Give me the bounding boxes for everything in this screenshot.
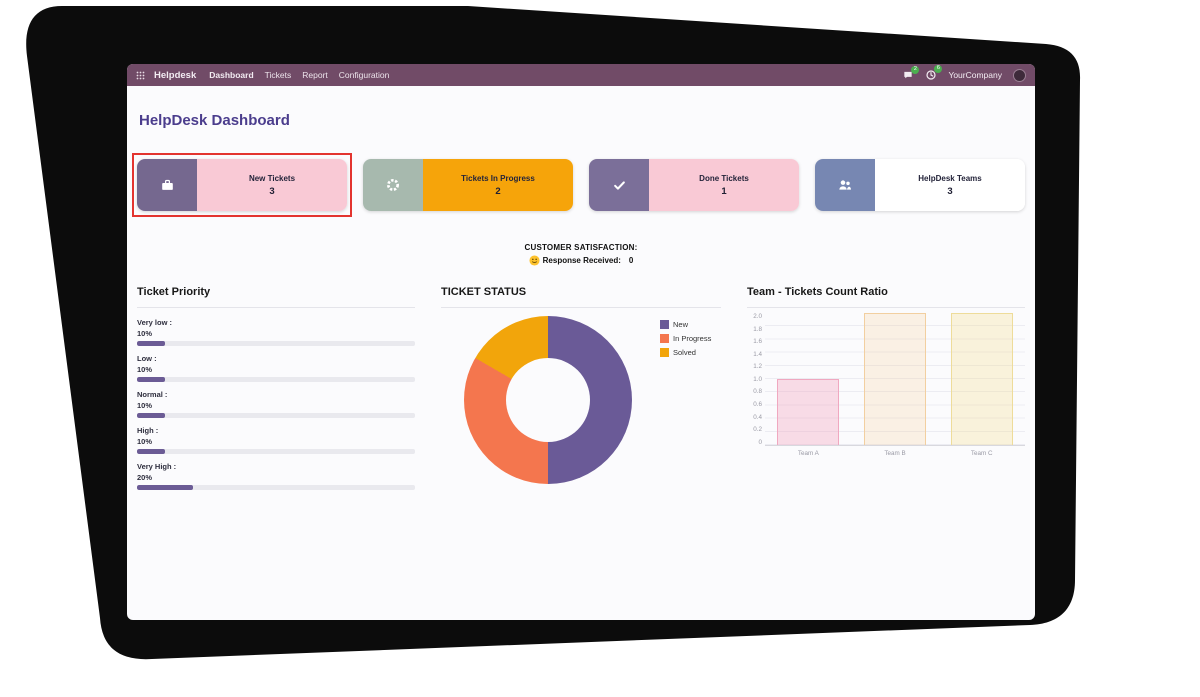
briefcase-icon	[137, 159, 197, 211]
bar-team-c[interactable]	[950, 313, 1013, 445]
user-avatar[interactable]	[1013, 68, 1026, 82]
users-icon	[815, 159, 875, 211]
donut-hole	[506, 358, 590, 442]
kpi-label: Done Tickets	[699, 173, 749, 183]
kpi-label: HelpDesk Teams	[918, 173, 982, 183]
ticket-status-title: TICKET STATUS	[441, 286, 527, 298]
priority-item-very-high: Very High : 20%	[137, 462, 415, 490]
progress-fill	[137, 341, 165, 346]
bar-chart-plot	[765, 313, 1025, 446]
nav-dashboard[interactable]: Dashboard	[209, 70, 254, 80]
kpi-helpdesk-teams[interactable]: HelpDesk Teams 3	[815, 159, 1025, 211]
kpi-tickets-in-progress[interactable]: Tickets In Progress 2	[363, 159, 573, 211]
y-axis: 2.0 1.8 1.6 1.4 1.2 1.0 0.8 0.6 0.4 0.2 …	[753, 313, 762, 446]
priority-item-very-low: Very low : 10%	[137, 318, 415, 346]
kpi-value: 2	[495, 185, 501, 197]
legend-swatch	[660, 334, 669, 343]
activity-clock-icon[interactable]: 6	[925, 65, 943, 81]
team-ratio-section: Team - Tickets Count Ratio 2.0 1.8 1.6 1…	[747, 286, 1025, 498]
kpi-label: Tickets In Progress	[461, 173, 535, 183]
legend-item-in-progress[interactable]: In Progress	[660, 334, 711, 343]
progress-track	[137, 377, 415, 382]
progress-track	[137, 413, 415, 418]
priority-item-high: High : 10%	[137, 426, 415, 454]
progress-fill	[137, 413, 165, 418]
page-title: HelpDesk Dashboard	[139, 112, 290, 129]
app-window: Helpdesk Dashboard Tickets Report Config…	[127, 64, 1035, 620]
messages-icon[interactable]: 2	[902, 65, 920, 81]
gear-icon	[363, 159, 423, 211]
kpi-new-tickets[interactable]: New Tickets 3	[132, 153, 352, 217]
ticket-status-section: TICKET STATUS New	[441, 286, 721, 498]
divider	[747, 307, 1025, 308]
progress-track	[137, 341, 415, 346]
progress-fill	[137, 449, 165, 454]
progress-track	[137, 485, 415, 490]
x-axis: Team A Team B Team C	[797, 450, 993, 457]
legend-item-new[interactable]: New	[660, 320, 711, 329]
kpi-done-tickets[interactable]: Done Tickets 1	[589, 159, 799, 211]
divider	[441, 307, 721, 308]
priority-item-low: Low : 10%	[137, 354, 415, 382]
activity-badge: 6	[934, 65, 943, 73]
team-ratio-title: Team - Tickets Count Ratio	[747, 286, 888, 298]
bar-team-b[interactable]	[863, 313, 926, 445]
messages-badge: 2	[911, 65, 920, 74]
ticket-status-donut[interactable]	[464, 316, 632, 484]
main-menu: Dashboard Tickets Report Configuration	[209, 70, 389, 80]
progress-fill	[137, 377, 165, 382]
kpi-row: New Tickets 3 Tickets In Progress 2	[132, 153, 1025, 217]
top-navbar: Helpdesk Dashboard Tickets Report Config…	[127, 64, 1035, 86]
priority-item-normal: Normal : 10%	[137, 390, 415, 418]
donut-legend: New In Progress Solved	[660, 320, 711, 484]
bar-team-a[interactable]	[777, 379, 840, 445]
kpi-value: 1	[721, 185, 727, 197]
progress-fill	[137, 485, 193, 490]
app-brand[interactable]: Helpdesk	[154, 69, 197, 81]
legend-swatch	[660, 348, 669, 357]
customer-satisfaction: CUSTOMER SATISFACTION: Response Received…	[137, 243, 1025, 266]
divider	[137, 307, 415, 308]
smiley-icon	[529, 255, 540, 266]
kpi-value: 3	[947, 185, 953, 197]
nav-tickets[interactable]: Tickets	[264, 70, 292, 80]
kpi-label: New Tickets	[248, 173, 296, 183]
ticket-priority-title: Ticket Priority	[137, 286, 211, 298]
nav-configuration[interactable]: Configuration	[338, 70, 390, 80]
legend-swatch	[660, 320, 669, 329]
ticket-priority-section: Ticket Priority Very low : 10% Low :	[137, 286, 415, 498]
apps-grid-icon[interactable]	[136, 71, 145, 80]
kpi-value: 3	[269, 185, 275, 197]
satisfaction-label: Response Received:	[542, 256, 621, 265]
progress-track	[137, 449, 415, 454]
company-switcher[interactable]: YourCompany	[948, 70, 1002, 80]
satisfaction-value: 0	[628, 256, 634, 265]
satisfaction-heading: CUSTOMER SATISFACTION:	[524, 243, 638, 252]
dashboard-content: HelpDesk Dashboard New Tickets 3	[127, 112, 1035, 498]
charts-row: Ticket Priority Very low : 10% Low :	[137, 286, 1025, 498]
legend-item-solved[interactable]: Solved	[660, 348, 711, 357]
check-icon	[589, 159, 649, 211]
nav-report[interactable]: Report	[302, 70, 328, 80]
